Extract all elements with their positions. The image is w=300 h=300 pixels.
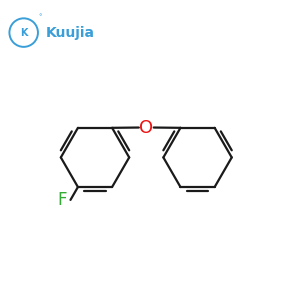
- Text: °: °: [39, 14, 42, 20]
- Text: O: O: [139, 119, 153, 137]
- Text: Kuujia: Kuujia: [45, 26, 94, 40]
- Text: K: K: [20, 28, 27, 38]
- Text: F: F: [57, 191, 67, 209]
